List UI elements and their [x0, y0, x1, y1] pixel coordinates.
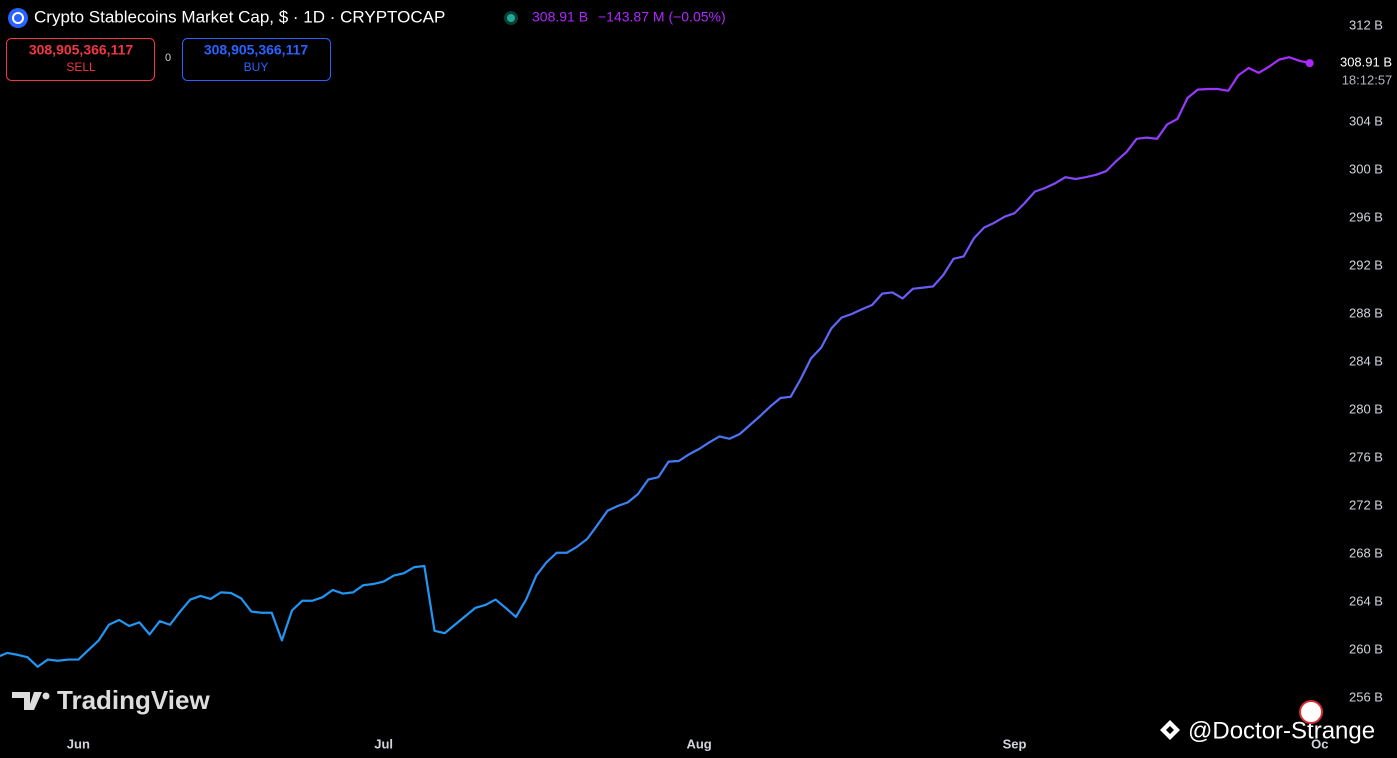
- buy-label[interactable]: BUY: [244, 60, 269, 74]
- last-time-label: 18:12:57: [1342, 73, 1393, 88]
- brand: TradingView: [57, 685, 210, 715]
- symbol-icon-ring: [12, 12, 24, 24]
- x-tick-label: Sep: [1003, 736, 1027, 751]
- sell-label[interactable]: SELL: [66, 60, 96, 74]
- line: [0, 56, 1310, 668]
- x-tick-label: Aug: [686, 736, 711, 751]
- y-tick-label: 256 B: [1349, 689, 1383, 704]
- y-tick-label: 280 B: [1349, 401, 1383, 416]
- y-tick-label: 300 B: [1349, 161, 1383, 176]
- last-price-label: 308.91 B: [1340, 55, 1392, 70]
- y-tick-label: 304 B: [1349, 113, 1383, 128]
- sell-price[interactable]: 308,905,366,117: [29, 42, 134, 58]
- y-tick-label: 276 B: [1349, 449, 1383, 464]
- y-tick-label: 312 B: [1349, 17, 1383, 32]
- last-point: [1305, 59, 1314, 68]
- y-tick-label: 272 B: [1349, 497, 1383, 512]
- y-tick-label: 284 B: [1349, 353, 1383, 368]
- last-value: 308.91 B: [532, 9, 588, 25]
- y-tick-label: 264 B: [1349, 593, 1383, 608]
- y-tick-label: 296 B: [1349, 209, 1383, 224]
- change: −143.87 M (−0.05%): [598, 9, 726, 25]
- y-tick-label: 292 B: [1349, 257, 1383, 272]
- watermark-icon: [1160, 720, 1180, 740]
- y-tick-label: 268 B: [1349, 545, 1383, 560]
- buy-button[interactable]: [182, 38, 331, 81]
- x-tick-label: Oc: [1311, 736, 1328, 751]
- y-tick-label: 260 B: [1349, 641, 1383, 656]
- brand-logo-dot: [42, 692, 50, 700]
- y-tick-label: 288 B: [1349, 305, 1383, 320]
- chart-title: Crypto Stablecoins Market Cap, $ · 1D · …: [34, 7, 445, 26]
- brand-logo: [12, 692, 42, 710]
- sell-button[interactable]: [6, 38, 155, 81]
- spread: 0: [165, 52, 171, 64]
- buy-price[interactable]: 308,905,366,117: [204, 42, 309, 58]
- flag-icon: [1299, 700, 1323, 724]
- x-tick-label: Jun: [67, 736, 90, 751]
- status-dot: [507, 14, 515, 22]
- symbol-icon: [8, 8, 28, 28]
- last-price-tag: [1333, 46, 1397, 83]
- watermark: @Doctor-Strange: [1188, 717, 1375, 744]
- x-tick-label: Jul: [374, 736, 393, 751]
